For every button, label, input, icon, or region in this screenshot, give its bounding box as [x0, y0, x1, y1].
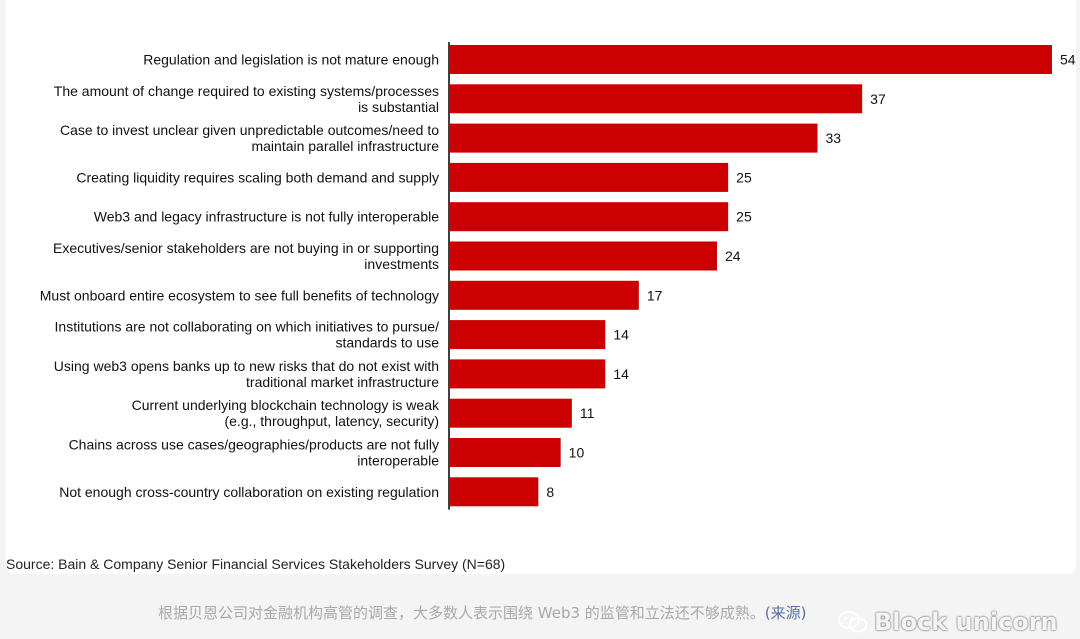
watermark: Block unicorn: [838, 608, 1058, 636]
bar: [449, 320, 606, 350]
category-label: Case to invest unclear given unpredictab…: [60, 122, 439, 154]
category-label: Institutions are not collaborating on wh…: [55, 319, 440, 351]
data-label: 37: [870, 91, 886, 107]
data-label: 14: [613, 366, 629, 382]
category-label: Current underlying blockchain technology…: [132, 397, 440, 429]
caption-source-link[interactable]: (来源): [764, 604, 807, 622]
data-label: 33: [826, 130, 842, 146]
category-label: Executives/senior stakeholders are not b…: [53, 240, 439, 272]
caption-text: 根据贝恩公司对金融机构高管的调查，大多数人表示围绕 Web3 的监管和立法还不够…: [158, 604, 765, 622]
watermark-text: Block unicorn: [874, 608, 1058, 636]
wechat-icon: [838, 611, 868, 633]
category-label: Must onboard entire ecosystem to see ful…: [40, 287, 439, 303]
bar: [449, 477, 539, 507]
data-label: 25: [736, 209, 752, 225]
data-label: 11: [580, 405, 595, 421]
category-label: Web3 and legacy infrastructure is not fu…: [94, 209, 439, 225]
bar: [449, 398, 572, 428]
category-label: Not enough cross-country collaboration o…: [59, 484, 439, 500]
bar-chart: 54 Regulation and legislation is not matu…: [40, 42, 1076, 510]
bar: [449, 438, 561, 467]
bar: [449, 162, 729, 192]
category-label: Chains across use cases/geographies/prod…: [69, 437, 440, 469]
bar: [449, 359, 606, 389]
category-label: The amount of change required to existin…: [54, 83, 439, 115]
category-label: Creating liquidity requires scaling both…: [76, 169, 439, 185]
data-label: 54: [1060, 52, 1076, 68]
data-label: 10: [569, 445, 585, 461]
data-label: 25: [736, 169, 752, 185]
data-label: 17: [647, 287, 663, 303]
data-label: 14: [613, 327, 629, 343]
bar: [449, 241, 717, 271]
bar: [449, 45, 1052, 74]
caption: 根据贝恩公司对金融机构高管的调查，大多数人表示围绕 Web3 的监管和立法还不够…: [158, 602, 807, 623]
bar: [449, 84, 863, 114]
source-note: Source: Bain & Company Senior Financial …: [6, 556, 506, 572]
category-label: Regulation and legislation is not mature…: [143, 52, 439, 68]
category-label: Using web3 opens banks up to new risks t…: [54, 358, 439, 390]
bar: [449, 280, 639, 310]
bar: [449, 202, 729, 232]
bar: [449, 123, 818, 153]
data-label: 24: [725, 248, 741, 264]
data-label: 8: [546, 484, 554, 500]
